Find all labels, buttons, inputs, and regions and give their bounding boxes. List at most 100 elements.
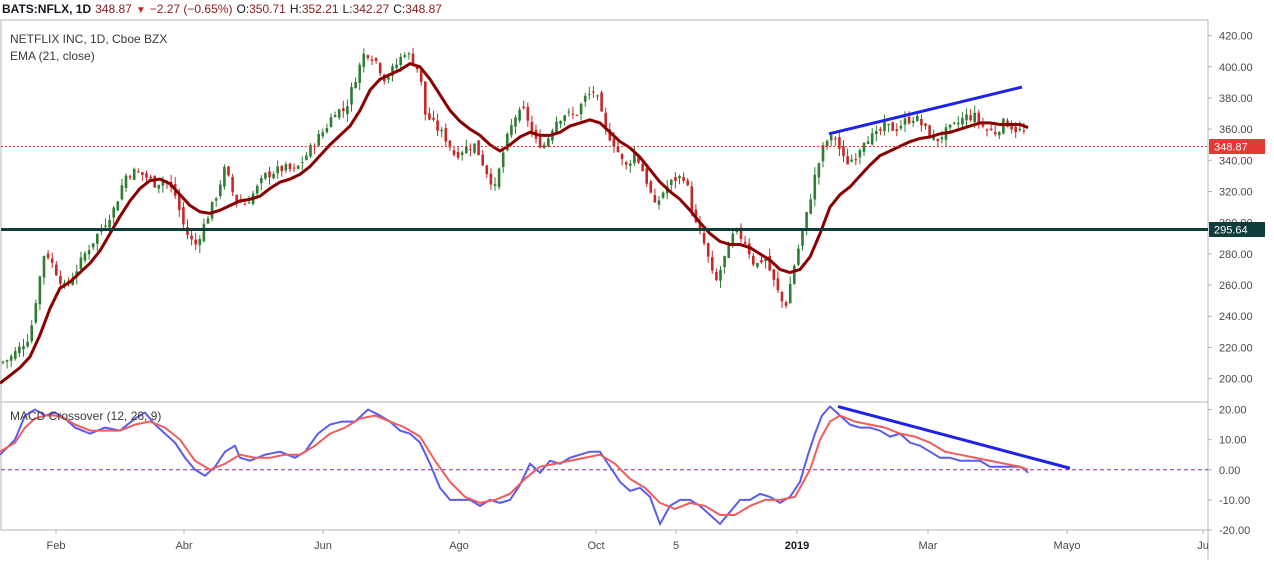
candle-body [1002,118,1005,134]
candle-body [350,86,353,105]
candle-body [604,112,607,128]
candle-body [403,55,407,57]
candle-body [879,128,882,131]
candle-body [916,115,919,122]
candle-body [473,143,476,153]
candle-body [858,150,862,158]
upper-trendline[interactable] [828,85,1023,136]
candle-body [555,121,558,134]
candle-body [661,192,665,198]
candle-body [592,91,595,93]
candle-body [284,164,288,171]
candle-body [538,136,542,148]
candle-body [362,53,366,68]
candle-body [579,103,583,115]
candle-body [883,121,886,132]
macd-tick-label: 10.00 [1219,435,1247,447]
candle-body [526,106,530,121]
candle-body [301,162,304,164]
candle-body [260,178,263,184]
candle-body [489,173,493,185]
macd-legend[interactable]: MACD Crossover (12, 26, 9) [10,409,161,423]
candle-body [305,155,308,160]
candle-body [370,59,374,61]
candle-body [600,92,603,112]
candle-body [768,255,771,271]
candle-body [276,166,279,174]
low-value: 342.27 [352,2,390,16]
price-tick-label: 360.00 [1219,124,1253,136]
candle-body [428,113,431,120]
candle-body [432,117,435,120]
candle-body [407,53,411,55]
price-axis[interactable]: 200.00220.00240.00260.00280.00300.00320.… [1208,31,1253,386]
candle-body [506,133,509,151]
price-tick-label: 220.00 [1219,342,1253,354]
candle-body [18,346,21,354]
candle-body [272,173,275,179]
candle-body [137,171,140,173]
candle-body [899,125,903,129]
candle-body [620,154,624,160]
candle-body [805,212,808,231]
candle-body [743,241,747,244]
candle-body [657,200,661,205]
candle-body [411,53,415,65]
candle-body [711,257,714,271]
candle-body [780,291,784,302]
candle-body [1,361,5,363]
candle-body [374,58,378,61]
candle-body [985,129,989,131]
candle-body [547,138,550,147]
time-tick-label: Jun [314,540,332,552]
candle-body [924,123,927,126]
candle-body [132,168,136,180]
candle-body [764,258,767,262]
price-tick-label: 400.00 [1219,62,1253,74]
ema-legend[interactable]: EMA (21, close) [10,49,95,63]
candle-body [793,265,796,284]
candle-body [321,132,325,137]
candle-body [415,66,419,70]
candle-body [440,129,443,132]
candle-body [235,194,238,202]
candle-body [698,222,702,232]
candle-body [862,142,866,152]
candle-body [141,172,144,175]
candle-body [624,162,628,165]
macd-axis[interactable]: 20.00 10.00 0.00 -10.00 -20.00 [1208,405,1250,537]
candle-body [702,233,706,244]
candle-body [633,152,636,164]
open-value: 350.71 [249,2,286,16]
candle-body [563,115,566,121]
candle-body [317,134,320,146]
candle-body [530,121,534,132]
candle-body [637,155,640,163]
open-label: O: [236,2,250,16]
candle-body [936,138,940,141]
candle-body [846,156,849,165]
candle-body [674,177,677,182]
candle-body [448,140,452,148]
candle-body [977,112,981,123]
candle-body [194,239,197,245]
candle-body [465,146,468,154]
candle-body [727,242,730,258]
candle-body [342,108,345,112]
time-axis[interactable]: Feb Abr Jun Ago Oct 5 2019 Mar Mayo Ju [47,530,1209,552]
candle-body [424,81,427,115]
candle-body [42,256,46,278]
macd-tick-label: 0.00 [1219,465,1240,477]
lower-trendline[interactable] [837,405,1071,470]
candle-body [854,159,858,161]
candle-body [993,132,997,135]
candle-body [1010,124,1013,130]
price-tick-label: 280.00 [1219,249,1253,261]
candle-body [801,231,804,246]
candle-body [292,167,296,169]
candle-body [723,255,726,268]
symbol-label[interactable]: BATS:NFLX, 1D [2,2,92,16]
candle-body [288,163,292,170]
candle-body [501,152,505,167]
